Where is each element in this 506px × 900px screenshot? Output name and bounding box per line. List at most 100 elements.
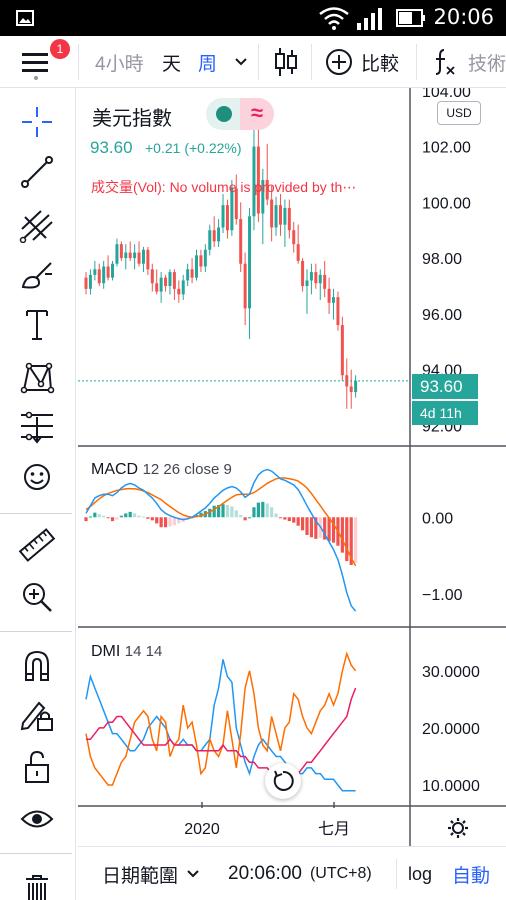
dmi-tick-label: 30.0000 <box>422 664 480 681</box>
indicators-button[interactable]: 技術 <box>432 36 506 88</box>
log-scale-button[interactable]: log <box>408 863 433 884</box>
interval-week[interactable]: 周 <box>198 53 218 75</box>
candle-body <box>318 274 322 284</box>
timezone-button[interactable]: 20:06:00 (UTC+8) <box>228 847 372 900</box>
candle-body <box>349 386 353 393</box>
pattern-tool[interactable] <box>18 358 56 396</box>
macd-pane[interactable] <box>84 468 358 612</box>
macd-histogram-bar <box>283 517 287 520</box>
pitchfork-tool[interactable] <box>18 206 56 244</box>
candle-body <box>265 180 269 200</box>
timezone-label: (UTC+8) <box>309 865 372 882</box>
text-tool-icon <box>26 310 48 340</box>
compare-button[interactable]: 比較 <box>325 36 399 88</box>
candle-body <box>159 277 163 292</box>
candle-body <box>106 266 110 278</box>
chart-area[interactable]: 104.00 102.00 100.00 98.00 96.00 94.00 92.00 0.… <box>78 88 506 846</box>
price-pane[interactable] <box>78 115 410 409</box>
date-range-label: 日期範圍 <box>102 865 179 887</box>
candle-body <box>199 255 203 267</box>
lock-drawings-tool[interactable] <box>18 696 56 734</box>
interval-dropdown[interactable] <box>234 36 248 88</box>
symbol-name[interactable]: 美元指數 <box>92 108 172 130</box>
candle-body <box>168 272 172 287</box>
status-bar: 20:06 <box>0 0 506 36</box>
candle-body <box>327 288 331 303</box>
reset-chart-button[interactable] <box>265 763 301 799</box>
bottom-divider <box>396 859 397 889</box>
zoom-in-tool[interactable] <box>18 578 56 616</box>
magnet-tool[interactable] <box>18 646 56 684</box>
candle-body <box>177 288 181 295</box>
candle-body <box>146 249 150 270</box>
candle-body <box>314 272 318 284</box>
emoji-tool[interactable] <box>18 458 56 496</box>
toolbar-divider <box>78 44 79 80</box>
status-time: 20:06 <box>433 5 494 29</box>
auto-scale-button[interactable]: 自動 <box>452 865 491 887</box>
currency-badge[interactable]: USD <box>437 101 481 125</box>
macd-histogram-bar <box>270 507 274 518</box>
legend-toggle-pill[interactable]: ≈ <box>206 98 274 130</box>
macd-histogram-bar <box>141 516 146 518</box>
macd-histogram-bar <box>221 504 225 518</box>
dmi-tick-label: 10.0000 <box>422 778 480 795</box>
eye-icon <box>20 810 54 828</box>
macd-histogram-bar <box>230 506 234 518</box>
candle-body <box>155 283 159 292</box>
macd-histogram-bar <box>163 517 168 528</box>
wifi-icon <box>319 7 349 30</box>
chart-canvas[interactable]: 104.00102.00100.0098.0096.0094.0092.000.… <box>78 88 506 846</box>
candle-body <box>239 219 243 264</box>
macd-histogram-bar <box>349 517 353 565</box>
candle-body <box>301 260 305 287</box>
candle-body <box>212 230 216 242</box>
toolbar-divider <box>258 44 259 80</box>
crosshair-tool[interactable] <box>18 103 56 141</box>
macd-tick-label: −1.00 <box>422 587 463 604</box>
interval-4h[interactable]: 4小時 <box>95 53 144 75</box>
brush-tool[interactable] <box>18 256 56 294</box>
remove-drawings-tool[interactable] <box>18 870 56 900</box>
macd-histogram-bar <box>159 517 163 528</box>
lock-all-tool[interactable] <box>18 748 56 786</box>
macd-histogram-bar <box>261 501 265 518</box>
bottom-bar: 日期範圍 20:06:00 (UTC+8) log 自動 <box>78 846 506 900</box>
candle-body <box>261 180 265 214</box>
price-tick-label: 98.00 <box>422 251 462 268</box>
price-tick-label: 100.00 <box>422 195 471 212</box>
top-toolbar: 1 4小時 天 周 比較 <box>0 36 506 88</box>
macd-legend[interactable]: MACD 12 26 close 9 <box>91 461 232 479</box>
candle-body <box>332 297 336 303</box>
macd-histogram-bar <box>234 510 238 518</box>
macd-histogram-bar <box>84 517 88 522</box>
settings-gear-icon[interactable] <box>448 818 468 838</box>
macd-histogram-bar <box>212 505 216 518</box>
gear-tooth <box>450 820 454 824</box>
chart-type-button[interactable] <box>273 36 299 88</box>
brush-icon <box>21 262 52 289</box>
trend-line-tool[interactable] <box>18 153 56 191</box>
dmi-pane[interactable] <box>85 651 357 792</box>
candle-body <box>323 274 327 289</box>
macd-histogram-bar <box>247 517 252 519</box>
macd-line <box>85 468 357 612</box>
text-tool[interactable] <box>18 306 56 344</box>
emoji-icon <box>24 464 50 490</box>
prediction-tool[interactable] <box>18 408 56 446</box>
dmi-legend[interactable]: DMI 14 14 <box>91 643 162 661</box>
candle-body <box>256 146 260 214</box>
candle-body <box>287 207 291 231</box>
chevron-down-icon <box>235 58 247 66</box>
date-range-button[interactable]: 日期範圍 <box>102 847 200 900</box>
menu-button[interactable] <box>22 36 52 88</box>
macd-histogram-bar <box>309 517 314 538</box>
hide-drawings-tool[interactable] <box>18 800 56 838</box>
macd-histogram-bar <box>345 517 349 562</box>
candle-body <box>115 244 119 264</box>
candles-icon <box>275 48 297 76</box>
interval-day[interactable]: 天 <box>162 53 182 75</box>
candle-body <box>217 227 221 242</box>
ruler-tool[interactable] <box>18 526 56 564</box>
macd-histogram-bar <box>133 513 137 518</box>
